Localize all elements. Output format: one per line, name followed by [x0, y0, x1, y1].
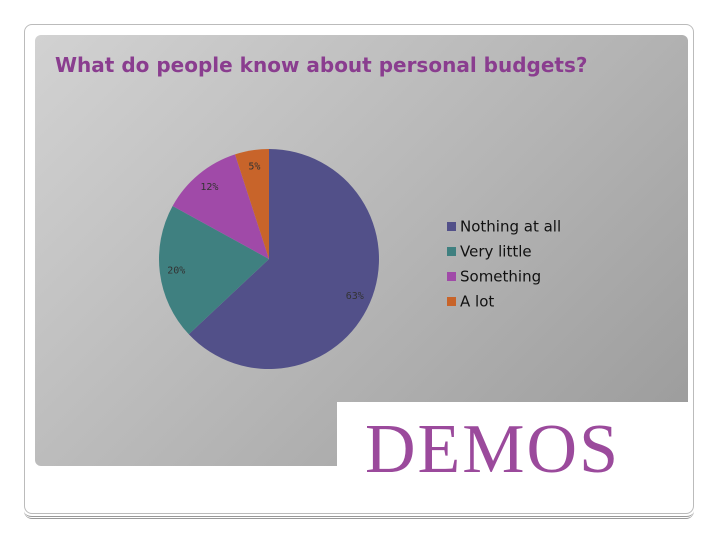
legend-swatch: [447, 297, 456, 306]
legend-label: A lot: [460, 293, 494, 311]
legend-label: Very little: [460, 243, 532, 261]
data-label: 12%: [200, 182, 218, 193]
legend-swatch: [447, 247, 456, 256]
chart-title: What do people know about personal budge…: [55, 53, 588, 77]
logo-box: DEMOS: [337, 402, 688, 490]
logo: DEMOS: [365, 411, 621, 488]
legend-label: Something: [460, 268, 541, 286]
pie-slice: [188, 149, 379, 369]
data-label: 20%: [167, 266, 185, 277]
pie-slice: [235, 149, 269, 259]
pie-slice: [159, 206, 269, 335]
data-label: 5%: [248, 162, 260, 173]
legend-swatch: [447, 272, 456, 281]
legend-swatch: [447, 222, 456, 231]
data-label: 63%: [346, 291, 364, 302]
frame-edge: [24, 510, 694, 519]
legend-label: Nothing at all: [460, 218, 561, 236]
pie-slice: [172, 154, 269, 259]
